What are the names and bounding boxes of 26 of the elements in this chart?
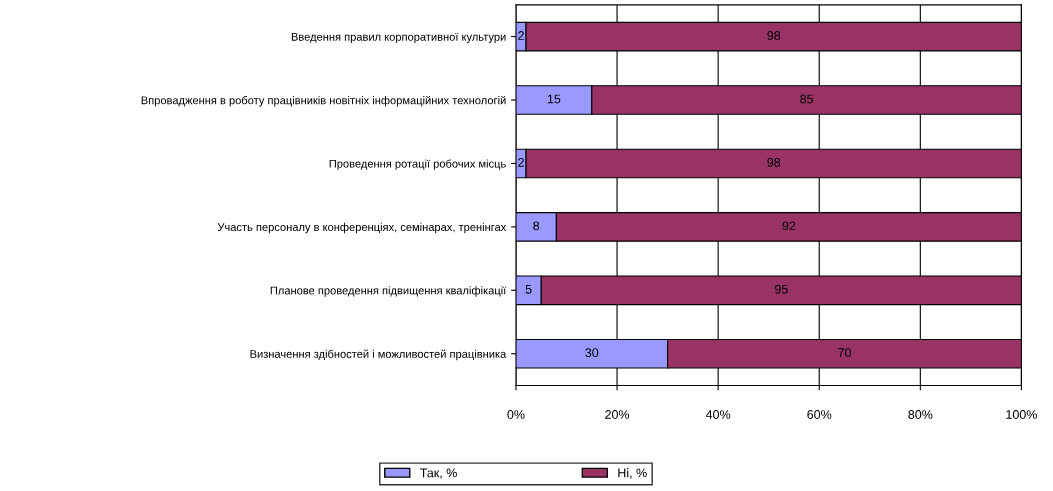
y-tick-label: Проведення ротації робочих місць bbox=[329, 159, 506, 170]
data-label: 5 bbox=[525, 284, 532, 294]
y-tick-label: Визначення здібностей і можливостей працівника bbox=[250, 349, 507, 361]
data-label: 8 bbox=[533, 221, 540, 231]
data-label: 98 bbox=[767, 157, 781, 167]
data-label: 85 bbox=[800, 94, 814, 104]
y-tick-label: Участь персоналу в конференціях, семінарах, тренінгах bbox=[217, 222, 507, 234]
x-tick-label: 20% bbox=[605, 410, 630, 419]
x-tick-label: 60% bbox=[807, 410, 832, 419]
data-label: 92 bbox=[782, 221, 796, 231]
x-tick-label: 80% bbox=[908, 410, 933, 419]
x-tick-label: 0% bbox=[507, 410, 525, 419]
data-label: 30 bbox=[585, 348, 599, 358]
legend-label: Так, % bbox=[420, 468, 457, 479]
data-label: 15 bbox=[547, 94, 561, 104]
legend-label: Ні, % bbox=[618, 468, 647, 479]
data-label: 2 bbox=[518, 157, 524, 167]
data-label: 95 bbox=[774, 284, 788, 294]
y-tick-label: Планове проведення підвищення кваліфікації bbox=[270, 286, 507, 297]
data-label: 2 bbox=[518, 31, 524, 40]
x-tick-label: 40% bbox=[705, 410, 731, 419]
y-tick-label: Введення правил корпоративної культури bbox=[291, 33, 506, 43]
x-tick-label: 100% bbox=[1006, 410, 1037, 419]
data-label: 70 bbox=[838, 348, 851, 358]
y-tick-label: Впровадження в роботу працівників новітніх інформаційних технологій bbox=[141, 95, 506, 107]
data-label: 98 bbox=[767, 31, 781, 40]
